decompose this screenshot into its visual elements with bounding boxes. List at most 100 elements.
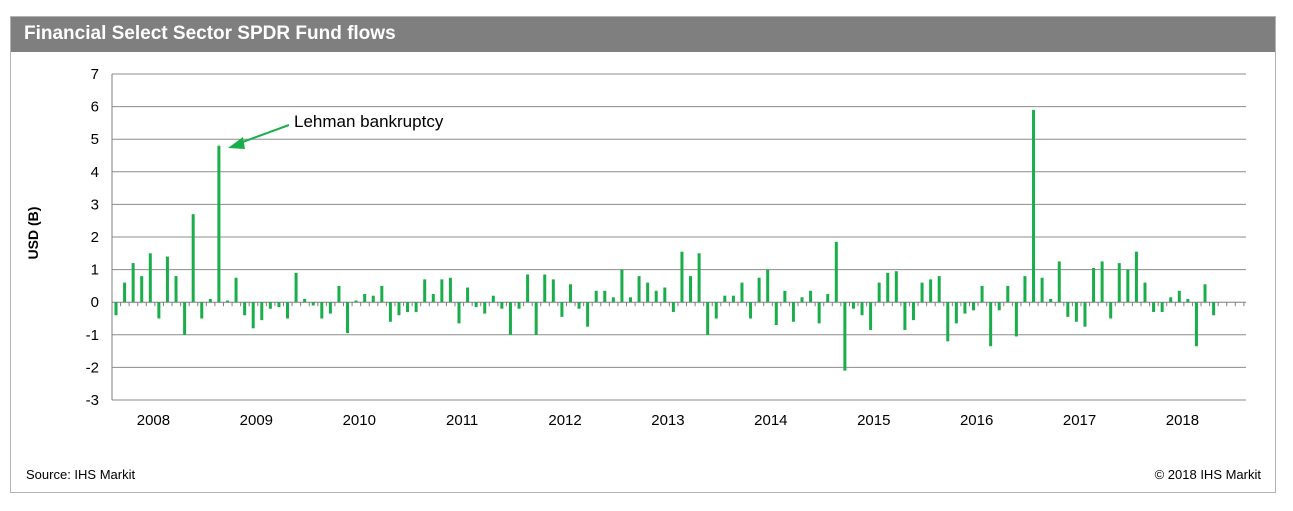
x-tick-label: 2015 <box>857 412 890 429</box>
bar <box>911 302 915 321</box>
x-tick-label: 2018 <box>1166 412 1199 429</box>
bar <box>611 297 615 303</box>
bar <box>251 302 255 329</box>
y-tick-label: 2 <box>91 229 99 246</box>
bar <box>843 302 847 371</box>
bar <box>448 277 452 303</box>
bar <box>294 272 298 303</box>
y-tick-label: 1 <box>91 262 99 279</box>
bar <box>431 294 435 303</box>
bar <box>568 284 572 303</box>
bar <box>1083 302 1087 327</box>
bar <box>217 145 221 303</box>
y-tick-label: 6 <box>91 99 99 116</box>
y-tick-label: -3 <box>86 392 99 409</box>
bar <box>1194 302 1198 347</box>
bar <box>225 300 229 303</box>
bar <box>311 302 315 306</box>
bar <box>320 302 324 319</box>
bar <box>191 214 195 303</box>
bar <box>603 290 607 303</box>
annotation-arrow <box>239 124 290 144</box>
bar <box>1126 269 1130 303</box>
bar <box>131 263 135 303</box>
bar <box>354 300 358 303</box>
bar <box>1049 298 1053 303</box>
bar <box>1160 302 1164 312</box>
y-tick-label: -2 <box>86 359 99 376</box>
bars <box>114 109 1216 371</box>
bar <box>997 302 1001 311</box>
bar <box>286 302 289 319</box>
bar <box>200 302 204 319</box>
gridlines <box>112 73 1246 401</box>
x-tick-label: 2014 <box>754 412 787 429</box>
bar <box>1186 298 1190 303</box>
bar <box>500 302 504 309</box>
x-tick-label: 2016 <box>960 412 993 429</box>
bar <box>268 302 272 309</box>
bar <box>157 302 161 319</box>
bar <box>834 241 838 303</box>
bar <box>783 290 787 303</box>
bar <box>517 302 521 309</box>
chart-title: Financial Select Sector SPDR Fund flows <box>24 23 396 44</box>
y-tick-label: 3 <box>91 196 99 213</box>
x-tick-label: 2009 <box>240 412 273 429</box>
bar <box>740 282 744 303</box>
bar <box>508 302 512 335</box>
bar <box>774 302 778 326</box>
copyright-note: © 2018 IHS Markit <box>1155 467 1262 482</box>
bar <box>937 276 941 303</box>
bar <box>1066 302 1070 317</box>
bar <box>363 294 367 303</box>
bar <box>586 302 590 327</box>
bar <box>388 302 392 322</box>
bar <box>466 287 470 303</box>
x-tick-label: 2013 <box>651 412 684 429</box>
x-tick-label: 2008 <box>137 412 170 429</box>
bar <box>543 274 547 303</box>
bar <box>989 302 993 347</box>
bar <box>328 302 332 314</box>
bar <box>929 279 933 303</box>
bar <box>457 302 461 324</box>
bar <box>637 276 641 303</box>
bar <box>972 302 975 311</box>
bar <box>397 302 401 316</box>
bar <box>208 298 212 303</box>
bar <box>483 302 487 314</box>
bar <box>234 277 238 303</box>
bar <box>406 302 410 312</box>
bar <box>680 251 684 303</box>
bar <box>920 282 924 303</box>
bar <box>980 285 984 303</box>
bar <box>346 302 350 334</box>
bar <box>423 279 427 303</box>
bar <box>1057 261 1061 303</box>
bar <box>886 272 890 303</box>
bar <box>277 302 281 308</box>
annotation: Lehman bankruptcy <box>228 112 444 149</box>
bar <box>114 302 118 316</box>
bar <box>1134 251 1138 303</box>
bar <box>1006 285 1010 303</box>
bar <box>260 302 264 321</box>
bar <box>963 302 967 314</box>
bar <box>551 279 555 303</box>
bar <box>371 295 375 303</box>
annotation-arrowhead <box>228 137 245 149</box>
annotation-label: Lehman bankruptcy <box>294 112 444 131</box>
bar <box>629 297 632 303</box>
bar <box>800 297 804 303</box>
bar <box>174 276 178 303</box>
bar <box>860 302 864 316</box>
bar <box>1074 302 1078 322</box>
bar <box>491 295 495 303</box>
bar <box>817 302 821 324</box>
bar <box>560 302 564 317</box>
bar <box>671 302 675 312</box>
bar <box>1092 267 1096 303</box>
bar <box>123 282 127 303</box>
